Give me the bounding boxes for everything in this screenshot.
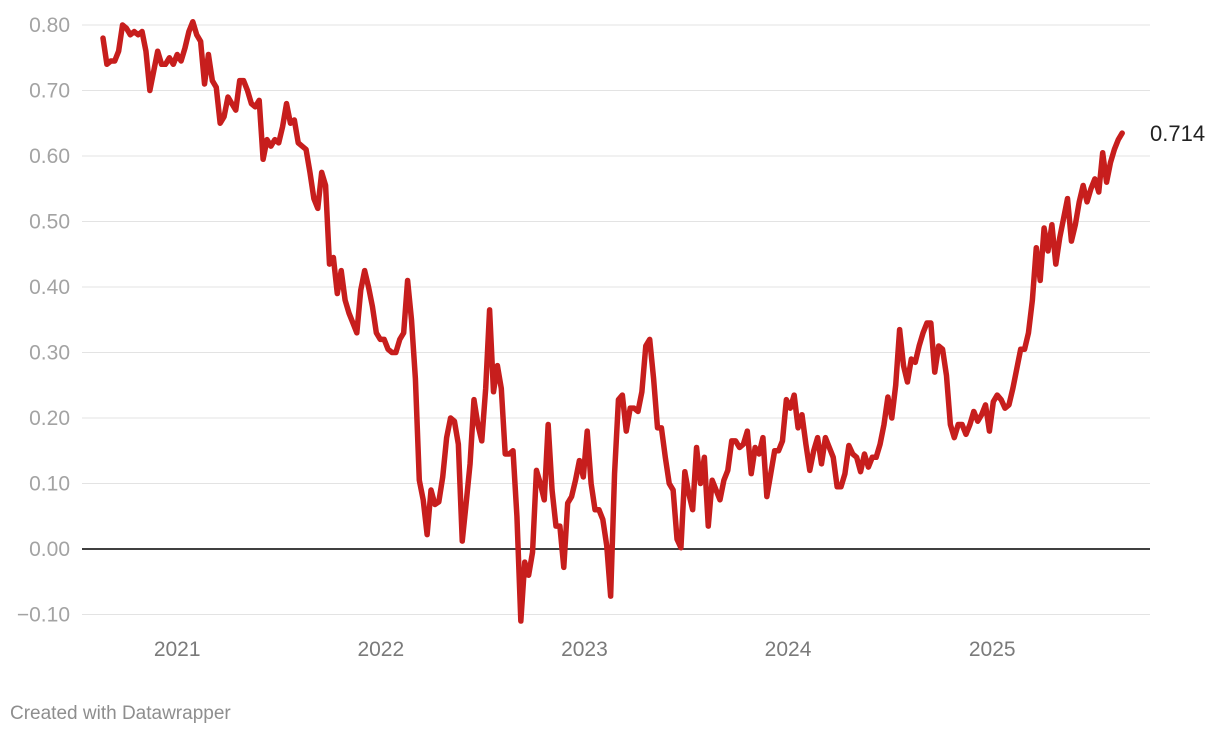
x-axis: 2021 2022 2023 2024 2025 xyxy=(154,638,1016,661)
gridlines xyxy=(82,24,1150,615)
y-tick-label: 0.40 xyxy=(29,276,70,299)
x-tick-label: 2022 xyxy=(357,638,404,661)
series-group xyxy=(100,18,1125,624)
y-tick-label: −0.10 xyxy=(17,604,70,627)
x-tick-label: 2025 xyxy=(969,638,1016,661)
x-tick-label: 2024 xyxy=(765,638,812,661)
credit-text: Created with Datawrapper xyxy=(10,703,231,724)
y-tick-label: 0.10 xyxy=(29,473,70,496)
x-tick-label: 2023 xyxy=(561,638,608,661)
x-tick-label: 2021 xyxy=(154,638,201,661)
y-tick-label: 0.50 xyxy=(29,211,70,234)
y-tick-label: 0.60 xyxy=(29,145,70,168)
y-axis: 0.80 0.70 0.60 0.50 0.40 0.30 0.20 0.10 0.00 −0.1… xyxy=(17,14,70,627)
y-tick-label: 0.30 xyxy=(29,342,70,365)
y-tick-label: 0.80 xyxy=(29,14,70,37)
end-value-label: 0.714 xyxy=(1150,121,1205,146)
series-line xyxy=(100,18,1125,624)
y-tick-label: 0.70 xyxy=(29,80,70,103)
y-tick-label: 0.00 xyxy=(29,538,70,561)
y-tick-label: 0.20 xyxy=(29,407,70,430)
